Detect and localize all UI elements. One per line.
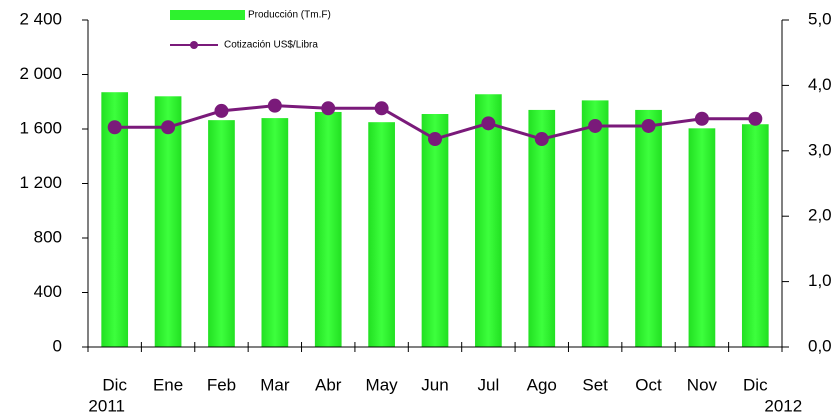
x-tick-label: Nov — [687, 375, 718, 394]
line-point — [214, 103, 229, 118]
line-point — [748, 111, 763, 126]
line-point — [161, 120, 176, 135]
year-label: 2012 — [764, 396, 802, 415]
x-tick-label: Ene — [153, 375, 183, 394]
line-point — [588, 118, 603, 133]
bar — [688, 128, 716, 347]
y2-tick-label: 0,0 — [808, 336, 832, 355]
bar — [741, 124, 769, 347]
x-tick-label: Ago — [527, 375, 557, 394]
line-point — [694, 111, 709, 126]
x-tick-label: Jul — [478, 375, 500, 394]
bar — [581, 100, 609, 347]
y-tick-label: 800 — [34, 227, 62, 246]
y2-tick-label: 1,0 — [808, 271, 832, 290]
y2-tick-label: 5,0 — [808, 9, 832, 28]
y-tick-label: 2 400 — [19, 9, 62, 28]
bar — [475, 94, 502, 347]
y-tick-label: 1 200 — [19, 173, 62, 192]
bar — [368, 122, 395, 347]
year-label: 2011 — [88, 396, 125, 415]
line-point — [107, 120, 122, 135]
y-tick-label: 1 600 — [19, 118, 62, 137]
bar — [528, 109, 556, 347]
legend-label: Cotización US$/Libra — [224, 40, 318, 51]
x-tick-label: Mar — [260, 375, 290, 394]
line-point — [267, 98, 282, 113]
x-tick-label: May — [366, 375, 399, 394]
bar — [421, 114, 449, 347]
legend-label: Producción (Tm.F) — [248, 10, 331, 21]
y2-tick-label: 4,0 — [808, 75, 832, 94]
bar — [154, 96, 182, 347]
x-tick-label: Abr — [315, 375, 342, 394]
bar — [635, 109, 662, 347]
legend-swatch — [190, 41, 198, 49]
x-tick-label: Set — [582, 375, 608, 394]
x-tick-label: Dic — [743, 375, 768, 394]
x-tick-label: Oct — [635, 375, 662, 394]
x-tick-label: Dic — [102, 375, 127, 394]
bar — [314, 111, 342, 347]
y2-tick-label: 3,0 — [808, 140, 832, 159]
line-point — [374, 101, 389, 116]
x-tick-label: Jun — [421, 375, 448, 394]
y-tick-label: 400 — [34, 282, 62, 301]
bar — [101, 92, 129, 348]
line-point — [534, 132, 549, 147]
bar — [261, 118, 289, 347]
line-point — [481, 116, 496, 131]
y-tick-label: 0 — [53, 336, 62, 355]
line-point — [428, 132, 442, 147]
legend-swatch — [170, 10, 245, 20]
y-tick-label: 2 000 — [19, 64, 62, 83]
line-point — [641, 118, 656, 133]
bar — [208, 120, 235, 347]
x-tick-label: Feb — [207, 375, 236, 394]
y2-tick-label: 2,0 — [808, 206, 832, 225]
line-point — [321, 101, 336, 116]
